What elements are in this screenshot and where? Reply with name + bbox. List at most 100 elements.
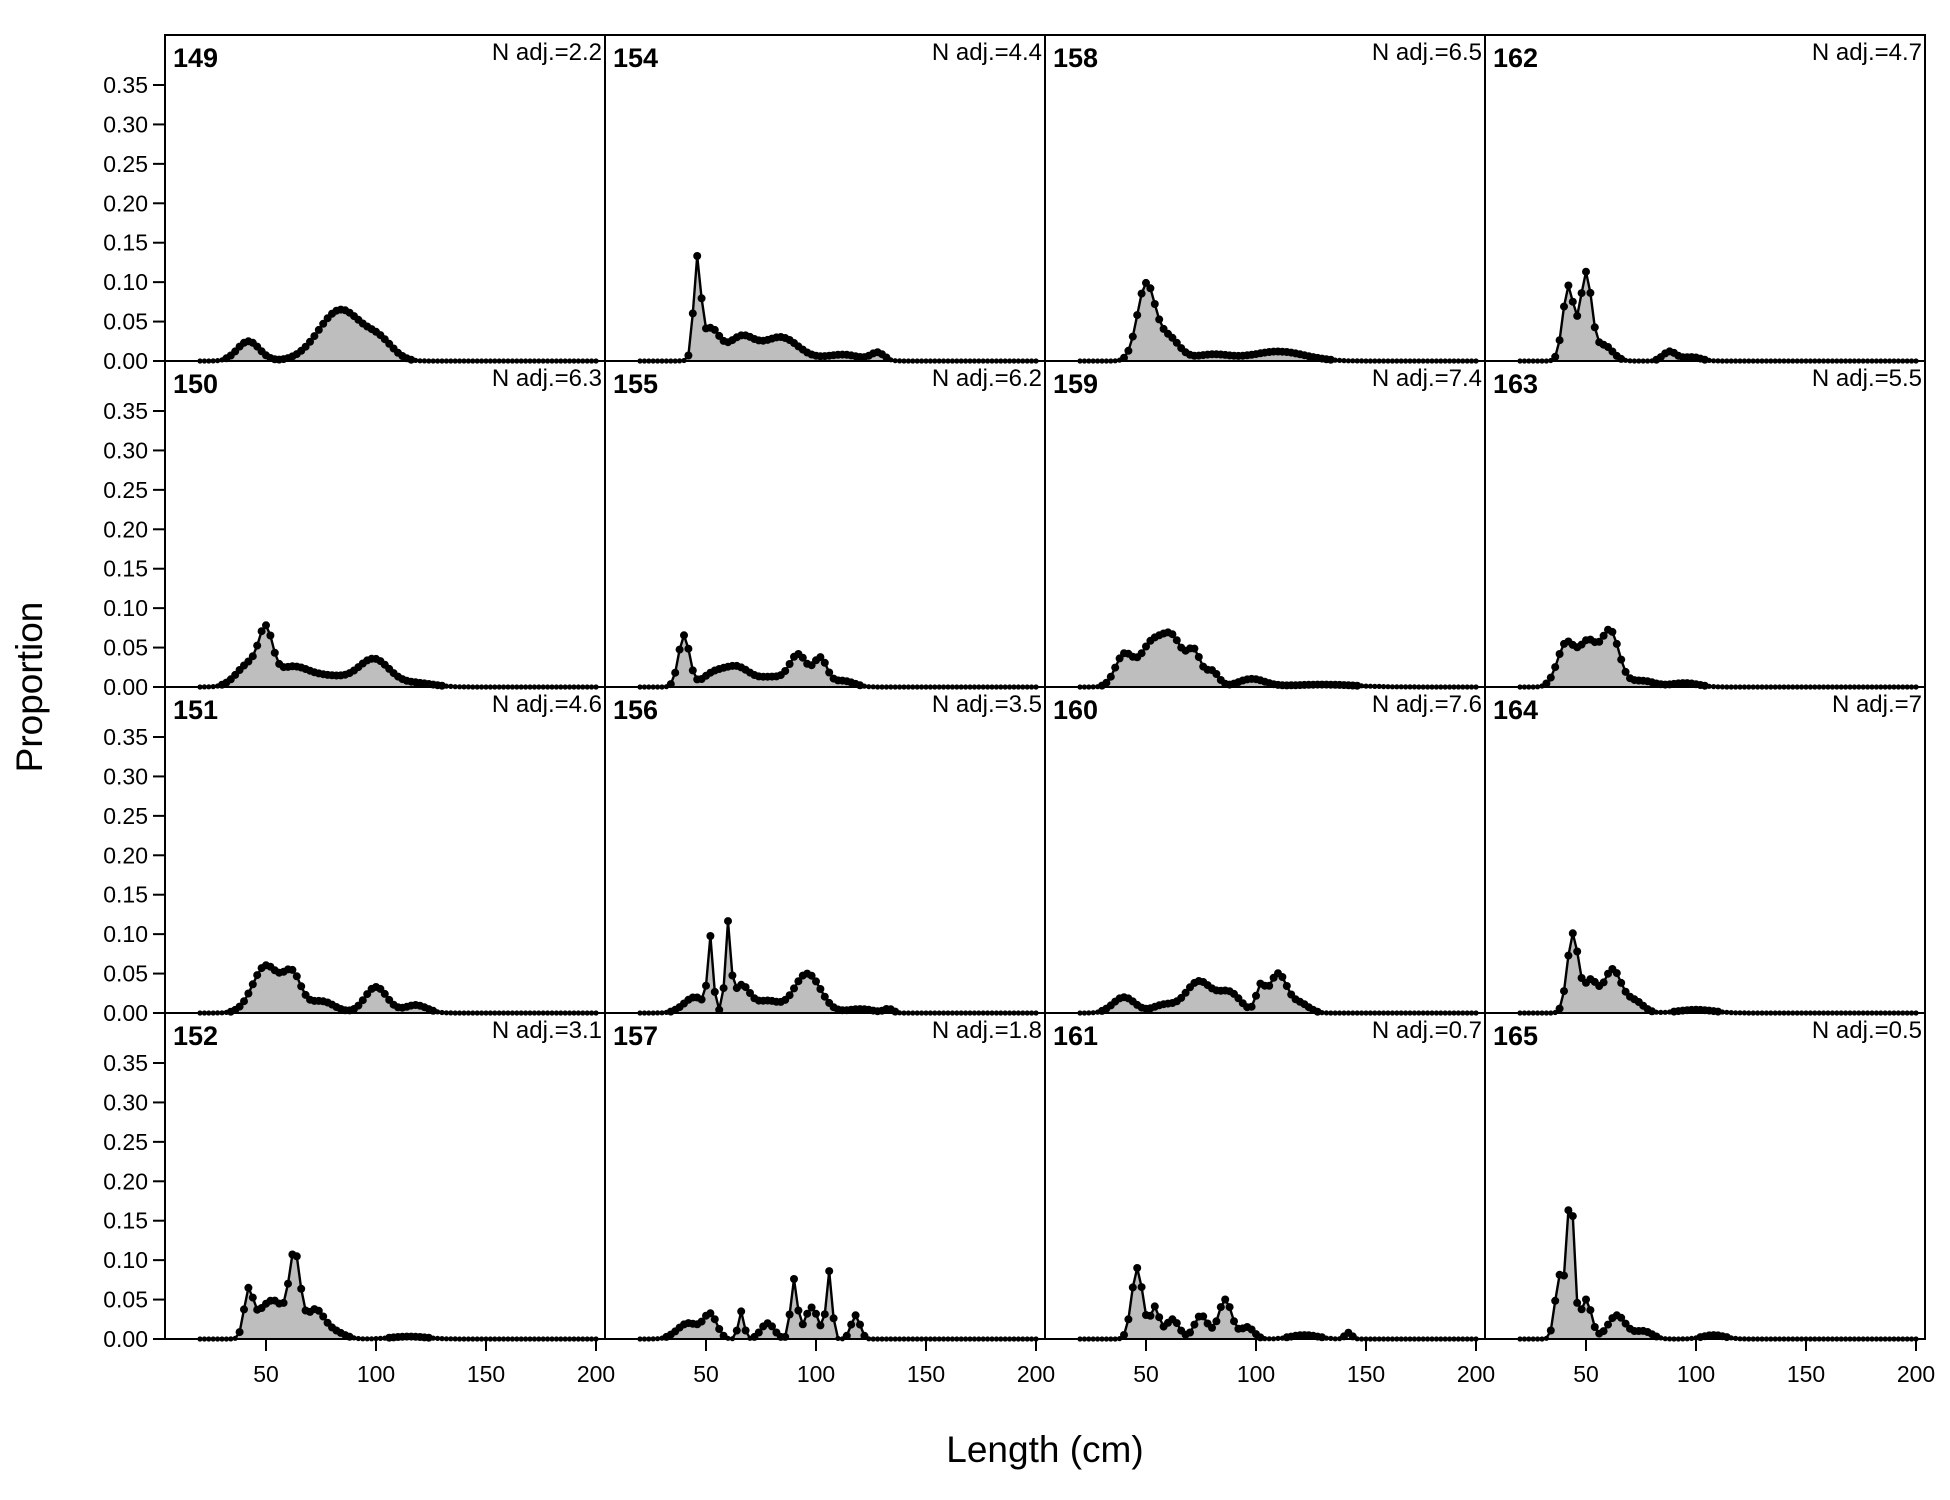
data-point — [314, 1306, 323, 1315]
data-point — [1137, 649, 1146, 658]
data-point — [1577, 289, 1586, 298]
data-point — [1617, 1313, 1626, 1322]
data-point — [829, 1314, 838, 1323]
panel-164-area — [1520, 933, 1916, 1013]
data-point — [257, 627, 266, 636]
data-point — [1194, 653, 1203, 661]
data-point — [1612, 969, 1621, 978]
data-point — [1221, 1295, 1230, 1304]
y-tick-label: 0.15 — [103, 230, 148, 256]
data-point — [790, 984, 798, 993]
y-tick-label: 0.05 — [103, 309, 148, 335]
data-point — [820, 992, 829, 1001]
data-point — [794, 977, 803, 986]
panel-nadj-label: N adj.=7.4 — [1372, 365, 1482, 392]
panel-nadj-label: N adj.=2.2 — [492, 39, 602, 66]
data-point — [785, 1310, 794, 1319]
data-point — [825, 1267, 834, 1276]
x-axis-title: Length (cm) — [946, 1429, 1143, 1470]
y-tick-label: 0.35 — [103, 724, 148, 750]
panel-155-points — [637, 631, 1039, 690]
x-tick-label: 50 — [1133, 1361, 1159, 1387]
data-point — [380, 989, 389, 998]
data-point — [1590, 323, 1599, 332]
data-point — [1155, 315, 1164, 324]
panel-165-points — [1517, 1206, 1919, 1342]
data-point — [1181, 988, 1190, 997]
panel-151-area — [200, 965, 596, 1013]
data-point — [248, 652, 257, 661]
x-tick-label: 200 — [1897, 1361, 1935, 1387]
panel-161: 161 N adj.=0.7 — [1044, 1012, 1486, 1342]
panel-label: 152 — [173, 1021, 218, 1051]
data-point — [697, 995, 706, 1004]
panel-155-area — [640, 635, 1036, 687]
data-point — [1106, 672, 1115, 681]
x-tick-label: 200 — [1457, 1361, 1495, 1387]
data-point — [288, 965, 297, 974]
y-tick-label: 0.30 — [103, 763, 148, 789]
data-point — [279, 1298, 288, 1307]
data-point — [1564, 281, 1573, 290]
data-point — [798, 653, 807, 662]
data-point — [1172, 338, 1181, 347]
data-point — [803, 1309, 812, 1318]
y-tick-label: 0.10 — [103, 595, 148, 621]
data-point — [1551, 1296, 1560, 1305]
data-point — [1560, 302, 1568, 311]
data-point — [1582, 267, 1590, 276]
panel-160-points — [1077, 969, 1479, 1016]
y-tick-label: 0.00 — [103, 348, 148, 374]
x-tick-label: 50 — [693, 1361, 719, 1387]
panel-154-points — [637, 252, 1039, 364]
data-point — [319, 1312, 328, 1321]
y-axis-row-1: 0.00 0.05 0.10 0.15 0.20 0.25 0.30 0.35 — [103, 72, 165, 374]
data-point — [1560, 987, 1568, 996]
y-tick-label: 0.20 — [103, 190, 148, 216]
data-point — [1278, 973, 1287, 981]
data-point — [1137, 1283, 1146, 1292]
data-point — [816, 653, 825, 662]
panel-nadj-label: N adj.=4.4 — [932, 39, 1042, 66]
data-point — [1555, 650, 1564, 658]
data-point — [737, 1307, 746, 1316]
data-point — [1573, 947, 1582, 956]
data-point — [1190, 1320, 1199, 1329]
panel-nadj-label: N adj.=6.2 — [932, 365, 1042, 392]
data-point — [842, 1331, 851, 1340]
data-point — [1546, 673, 1555, 682]
data-point — [697, 294, 706, 303]
y-tick-label: 0.25 — [103, 1129, 148, 1155]
data-point — [266, 631, 275, 640]
data-point — [1150, 1302, 1159, 1311]
x-tick-label: 100 — [1237, 1361, 1275, 1387]
panel-149-area — [200, 309, 596, 361]
y-axis-title: Proportion — [9, 602, 50, 773]
data-point — [693, 252, 702, 260]
data-point — [1155, 1313, 1164, 1322]
panel-label: 155 — [613, 369, 658, 399]
data-point — [297, 982, 306, 991]
data-point — [248, 980, 257, 989]
data-point — [1133, 1264, 1142, 1272]
y-axis-layer: 0.00 0.05 0.10 0.15 0.20 0.25 0.30 0.35 0.00 0.05… — [103, 72, 165, 1352]
y-tick-label: 0.35 — [103, 398, 148, 424]
data-point — [248, 1293, 257, 1302]
y-tick-label: 0.15 — [103, 556, 148, 582]
data-point — [319, 319, 328, 328]
data-point — [688, 309, 697, 318]
panel-163-area — [1520, 629, 1916, 687]
data-point — [235, 1328, 244, 1337]
panel-nadj-label: N adj.=1.8 — [932, 1017, 1042, 1044]
data-point — [741, 1326, 750, 1335]
data-point — [816, 1321, 825, 1330]
data-point — [1208, 1323, 1216, 1332]
data-point — [1608, 627, 1617, 636]
panel-label: 162 — [1493, 43, 1538, 73]
x-tick-label: 100 — [357, 1361, 395, 1387]
data-point — [1124, 1315, 1133, 1324]
data-point — [1555, 1004, 1564, 1013]
data-point — [1573, 311, 1582, 320]
data-point — [746, 989, 754, 997]
